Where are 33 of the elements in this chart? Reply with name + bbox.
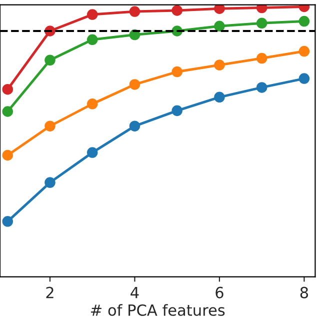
point — [44, 120, 56, 132]
point — [129, 120, 140, 132]
point — [298, 46, 310, 57]
x-axis-title: # of PCA features — [91, 304, 225, 316]
point — [44, 177, 56, 188]
point — [214, 60, 225, 70]
point — [86, 98, 98, 110]
point — [214, 92, 225, 103]
point — [298, 73, 310, 84]
point — [214, 4, 225, 14]
x-tick-label: 8 — [300, 286, 308, 298]
point — [2, 216, 14, 227]
point — [2, 150, 14, 161]
point — [2, 84, 14, 95]
point — [172, 105, 182, 116]
point — [256, 82, 268, 93]
point — [256, 18, 268, 29]
x-tick-label: 6 — [216, 286, 224, 298]
point — [86, 34, 98, 46]
point — [298, 16, 310, 27]
point — [214, 20, 225, 32]
point — [172, 5, 182, 16]
point — [44, 54, 56, 66]
x-tick-label: 2 — [46, 286, 54, 298]
point — [86, 147, 98, 158]
point — [256, 4, 268, 14]
point — [129, 6, 140, 17]
point — [256, 52, 268, 64]
point — [129, 79, 140, 90]
point — [86, 9, 98, 20]
point — [172, 66, 182, 78]
point — [2, 106, 14, 117]
x-tick-label: 4 — [130, 286, 139, 298]
